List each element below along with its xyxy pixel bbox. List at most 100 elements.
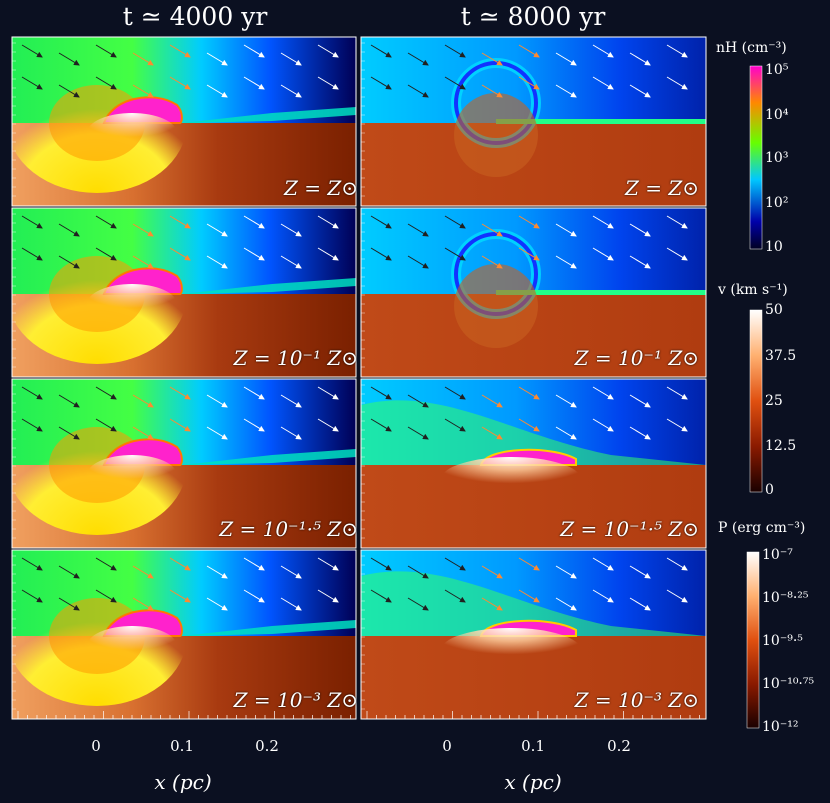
velocity-arrow [481, 565, 503, 579]
panel-r2-c1 [360, 378, 707, 549]
metallicity-label-r2-left: Z = 10⁻¹·⁵ Z⊙ [219, 517, 358, 541]
shadow-tail [182, 107, 356, 123]
velocity-arrow [317, 76, 339, 90]
velocity-arrow [280, 426, 302, 440]
panel-frame [11, 549, 357, 720]
velocity-arrow [132, 597, 154, 611]
velocity-arrow [370, 44, 392, 58]
velocity-arrow [666, 386, 688, 400]
hot-region [87, 455, 177, 495]
velocity-arrow [481, 255, 503, 269]
velocity-arrow [629, 565, 651, 579]
velocity-arrow [21, 76, 43, 90]
velocity-arrow [95, 418, 117, 432]
velocity-arrow [555, 255, 577, 269]
velocity-arrow [444, 589, 466, 603]
velocity-arrow [518, 589, 540, 603]
x-tick-right-2: 0.2 [607, 737, 631, 755]
velocity-arrow [21, 215, 43, 229]
velocity-arrow [206, 84, 228, 98]
velocity-arrow [370, 557, 392, 571]
velocity-arrow [58, 52, 80, 66]
velocity-arrow [132, 394, 154, 408]
velocity-arrow [592, 557, 614, 571]
velocity-arrow [592, 215, 614, 229]
velocity-arrow [243, 589, 265, 603]
velocity-arrow [555, 426, 577, 440]
panel-frame [11, 207, 357, 378]
velocity-arrow [629, 223, 651, 237]
velocity-arrow [206, 394, 228, 408]
velocity-arrow [132, 565, 154, 579]
velocity-arrow [132, 426, 154, 440]
panel-r3-c0 [11, 549, 357, 720]
column-title-left: t ≃ 4000 yr [122, 2, 268, 31]
velocity-arrow [95, 247, 117, 261]
velocity-arrow [169, 215, 191, 229]
velocity-arrow [58, 223, 80, 237]
velocity-arrow [555, 394, 577, 408]
velocity-arrow [132, 52, 154, 66]
velocity-arrow [370, 418, 392, 432]
velocity-arrow [629, 255, 651, 269]
velocity-arrow [481, 597, 503, 611]
hot-region [87, 284, 177, 324]
velocity-arrow [555, 52, 577, 66]
velocity-arrow [518, 418, 540, 432]
velocity-colorbar-title: v (km s⁻¹) [718, 282, 788, 298]
panel-frame [360, 207, 707, 378]
velocity-arrow [444, 44, 466, 58]
velocity-arrow [317, 44, 339, 58]
panel-frame [360, 549, 707, 720]
velocity-arrow [243, 215, 265, 229]
velocity-arrow [169, 589, 191, 603]
density-tick-2: 10³ [765, 150, 789, 166]
velocity-arrow [629, 394, 651, 408]
velocity-arrow [555, 565, 577, 579]
velocity-arrow [629, 52, 651, 66]
jet-stream [496, 119, 706, 124]
panel-frame [11, 36, 357, 207]
velocity-arrow [169, 386, 191, 400]
velocity-arrow [481, 223, 503, 237]
velocity-arrow [444, 557, 466, 571]
velocity-arrow [317, 386, 339, 400]
velocity-arrow [518, 247, 540, 261]
velocity-arrow [666, 589, 688, 603]
panel-frame [360, 378, 707, 549]
velocity-arrow [592, 418, 614, 432]
velocity-colorbar [749, 309, 763, 493]
velocity-arrow [666, 215, 688, 229]
velocity-arrow [407, 565, 429, 579]
swept-gas [361, 400, 706, 465]
velocity-arrow [280, 223, 302, 237]
velocity-arrow [407, 255, 429, 269]
velocity-arrow [280, 255, 302, 269]
velocity-arrow [21, 386, 43, 400]
panel-r1-c1 [360, 207, 707, 378]
velocity-arrow [169, 76, 191, 90]
shadow-tail [182, 620, 356, 636]
panel-r2-c0 [11, 378, 357, 549]
velocity-arrow [132, 223, 154, 237]
velocity-arrow [518, 44, 540, 58]
velocity-arrow [407, 52, 429, 66]
velocity-arrow [317, 215, 339, 229]
column-title-right: t ≃ 8000 yr [460, 2, 606, 31]
x-tick-left-2: 0.2 [255, 737, 279, 755]
density-colorbar [749, 65, 763, 250]
velocity-arrow [629, 597, 651, 611]
hot-region [87, 113, 177, 153]
velocity-arrow [407, 597, 429, 611]
density-tick-1: 10⁴ [765, 107, 789, 123]
velocity-arrow [481, 426, 503, 440]
velocity-arrow [481, 52, 503, 66]
velocity-arrow [21, 44, 43, 58]
velocity-arrow [243, 247, 265, 261]
x-axis-label-left: x (pc) [154, 770, 212, 794]
velocity-arrow [206, 255, 228, 269]
velocity-arrow [169, 557, 191, 571]
velocity-arrow [58, 597, 80, 611]
swept-gas [361, 571, 706, 636]
velocity-arrow [444, 247, 466, 261]
